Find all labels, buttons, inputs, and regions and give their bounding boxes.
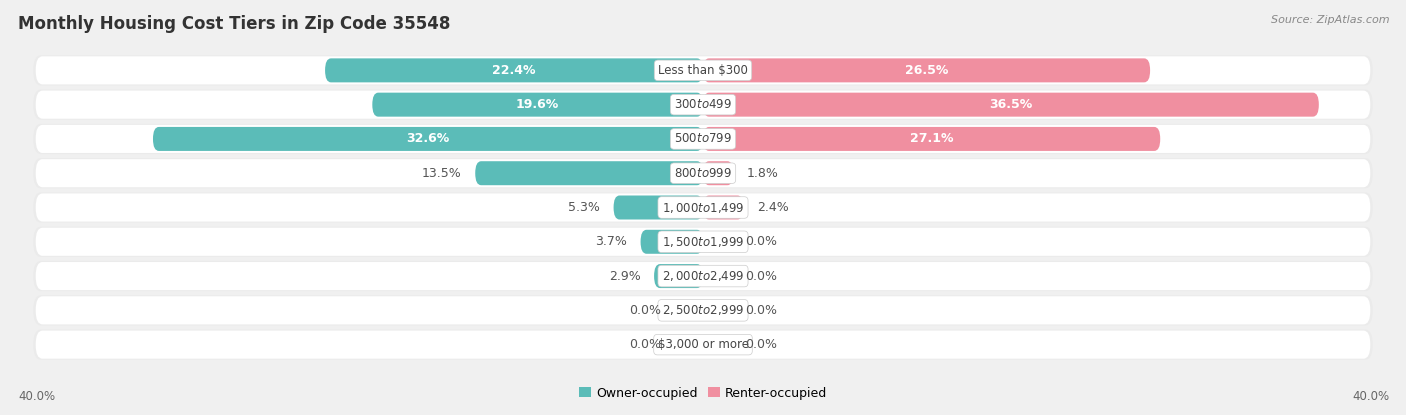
Text: $2,500 to $2,999: $2,500 to $2,999 [662,303,744,317]
Text: 2.9%: 2.9% [609,270,641,283]
Text: $1,500 to $1,999: $1,500 to $1,999 [662,235,744,249]
Text: 0.0%: 0.0% [745,270,778,283]
FancyBboxPatch shape [34,227,1372,257]
Text: Less than $300: Less than $300 [658,64,748,77]
Text: 3.7%: 3.7% [595,235,627,248]
Text: $800 to $999: $800 to $999 [673,167,733,180]
FancyBboxPatch shape [373,93,703,117]
FancyBboxPatch shape [34,124,1372,154]
Text: 26.5%: 26.5% [905,64,948,77]
FancyBboxPatch shape [35,193,1371,222]
FancyBboxPatch shape [35,262,1371,290]
Text: $3,000 or more: $3,000 or more [658,338,748,351]
FancyBboxPatch shape [34,158,1372,188]
Text: 40.0%: 40.0% [18,390,55,403]
FancyBboxPatch shape [153,127,703,151]
FancyBboxPatch shape [654,264,703,288]
FancyBboxPatch shape [613,195,703,220]
Text: 19.6%: 19.6% [516,98,560,111]
Text: 1.8%: 1.8% [747,167,779,180]
FancyBboxPatch shape [641,230,703,254]
Text: 36.5%: 36.5% [990,98,1032,111]
Text: $300 to $499: $300 to $499 [673,98,733,111]
FancyBboxPatch shape [475,161,703,185]
Legend: Owner-occupied, Renter-occupied: Owner-occupied, Renter-occupied [574,382,832,405]
Text: 0.0%: 0.0% [628,304,661,317]
FancyBboxPatch shape [703,59,1150,82]
Text: 2.4%: 2.4% [756,201,789,214]
FancyBboxPatch shape [703,161,734,185]
FancyBboxPatch shape [35,125,1371,153]
FancyBboxPatch shape [34,55,1372,85]
FancyBboxPatch shape [35,228,1371,256]
FancyBboxPatch shape [34,295,1372,325]
Text: $1,000 to $1,499: $1,000 to $1,499 [662,200,744,215]
Text: $2,000 to $2,499: $2,000 to $2,499 [662,269,744,283]
FancyBboxPatch shape [703,93,1319,117]
Text: 13.5%: 13.5% [422,167,461,180]
FancyBboxPatch shape [34,193,1372,222]
Text: 0.0%: 0.0% [745,338,778,351]
FancyBboxPatch shape [703,127,1160,151]
FancyBboxPatch shape [325,59,703,82]
Text: $500 to $799: $500 to $799 [673,132,733,145]
Text: 40.0%: 40.0% [1353,390,1389,403]
FancyBboxPatch shape [35,90,1371,119]
Text: 27.1%: 27.1% [910,132,953,145]
FancyBboxPatch shape [35,159,1371,187]
FancyBboxPatch shape [35,56,1371,84]
Text: 0.0%: 0.0% [628,338,661,351]
FancyBboxPatch shape [34,90,1372,120]
FancyBboxPatch shape [35,296,1371,325]
Text: 5.3%: 5.3% [568,201,600,214]
Text: Monthly Housing Cost Tiers in Zip Code 35548: Monthly Housing Cost Tiers in Zip Code 3… [18,15,451,32]
Text: 0.0%: 0.0% [745,235,778,248]
FancyBboxPatch shape [34,261,1372,291]
FancyBboxPatch shape [35,331,1371,359]
Text: 22.4%: 22.4% [492,64,536,77]
Text: 0.0%: 0.0% [745,304,778,317]
FancyBboxPatch shape [34,330,1372,360]
Text: Source: ZipAtlas.com: Source: ZipAtlas.com [1271,15,1389,24]
FancyBboxPatch shape [703,195,744,220]
Text: 32.6%: 32.6% [406,132,450,145]
